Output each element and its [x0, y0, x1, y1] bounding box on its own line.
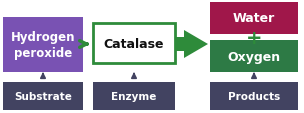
- Text: Substrate: Substrate: [14, 91, 72, 101]
- Text: Catalase: Catalase: [104, 37, 164, 50]
- Text: Oxygen: Oxygen: [227, 50, 281, 63]
- FancyBboxPatch shape: [93, 24, 175, 63]
- Text: Hydrogen
peroxide: Hydrogen peroxide: [11, 31, 75, 59]
- Text: Enzyme: Enzyme: [111, 91, 157, 101]
- Text: Water: Water: [233, 12, 275, 25]
- FancyBboxPatch shape: [3, 18, 83, 72]
- Text: +: +: [246, 29, 262, 48]
- FancyBboxPatch shape: [93, 82, 175, 110]
- FancyBboxPatch shape: [210, 82, 298, 110]
- FancyBboxPatch shape: [3, 82, 83, 110]
- Text: Products: Products: [228, 91, 280, 101]
- Polygon shape: [175, 31, 208, 59]
- FancyBboxPatch shape: [210, 3, 298, 35]
- FancyBboxPatch shape: [210, 41, 298, 72]
